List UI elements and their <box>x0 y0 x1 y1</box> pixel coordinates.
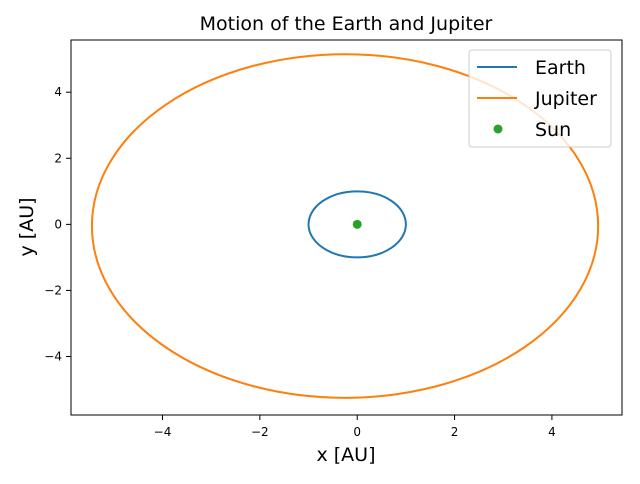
legend-label-sun: Sun <box>535 119 571 141</box>
series-jupiter-orbit <box>90 53 600 399</box>
series-earth-orbit <box>307 190 407 259</box>
legend-box <box>468 49 612 148</box>
axes-frame <box>70 39 623 416</box>
x-tick-label: 0 <box>353 425 361 439</box>
y-tick-label: 2 <box>54 151 62 165</box>
chart-title: Motion of the Earth and Jupiter <box>200 13 493 35</box>
legend: Earth Jupiter Sun <box>468 49 612 148</box>
plot-area <box>90 53 600 399</box>
axes: −4 −2 0 2 4 −4 −2 0 2 4 <box>44 39 623 439</box>
x-axis-label: x [AU] <box>316 444 375 466</box>
y-tick-label: 4 <box>54 85 62 99</box>
x-tick-label: −4 <box>154 425 172 439</box>
legend-label-earth: Earth <box>535 57 586 79</box>
y-axis-label: y [AU] <box>16 197 38 256</box>
y-tick-label: 0 <box>54 217 62 231</box>
x-tick-label: −2 <box>251 425 269 439</box>
y-tick-label: −4 <box>44 350 62 364</box>
x-tick-label: 2 <box>451 425 459 439</box>
x-tick-label: 4 <box>548 425 556 439</box>
legend-swatch-sun <box>493 124 503 134</box>
series-sun-point <box>352 219 362 229</box>
legend-label-jupiter: Jupiter <box>534 88 597 110</box>
y-tick-label: −2 <box>44 283 62 297</box>
